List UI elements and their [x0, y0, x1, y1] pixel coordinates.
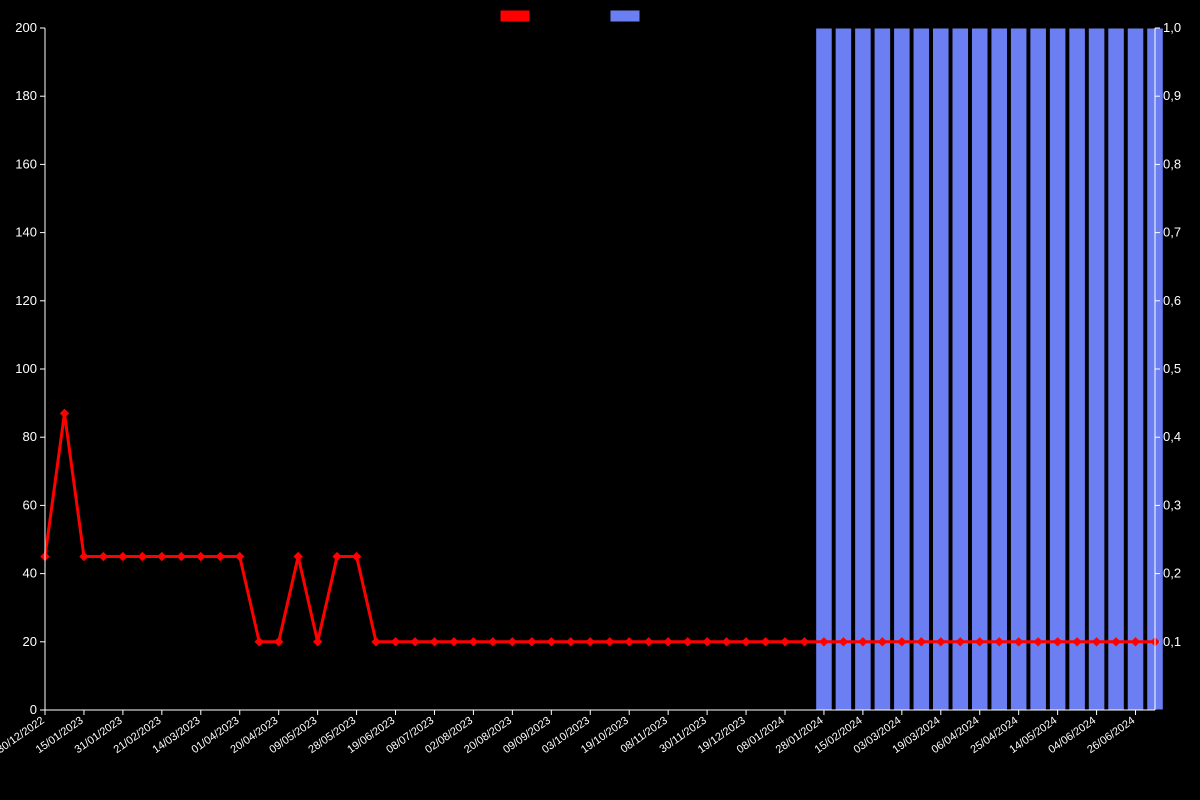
legend-line-swatch: [500, 10, 530, 22]
legend-bar-swatch: [610, 10, 640, 22]
y-right-tick-label: 0,6: [1163, 293, 1181, 308]
bar: [1108, 28, 1125, 710]
y-right-tick-label: 0,7: [1163, 225, 1181, 240]
y-left-tick-label: 60: [23, 497, 37, 512]
y-right-tick-label: 1,0: [1163, 20, 1181, 35]
y-left-tick-label: 160: [15, 156, 37, 171]
bar: [913, 28, 930, 710]
y-left-tick-label: 20: [23, 634, 37, 649]
y-right-tick-label: 0,5: [1163, 361, 1181, 376]
bar: [816, 28, 833, 710]
bar: [835, 28, 852, 710]
bar: [894, 28, 911, 710]
y-left-tick-label: 200: [15, 20, 37, 35]
bar: [933, 28, 950, 710]
bar: [1088, 28, 1105, 710]
y-right-tick-label: 0,4: [1163, 429, 1181, 444]
bar: [1049, 28, 1066, 710]
y-left-tick-label: 120: [15, 293, 37, 308]
y-left-tick-label: 100: [15, 361, 37, 376]
bar: [855, 28, 872, 710]
y-right-tick-label: 0,1: [1163, 634, 1181, 649]
chart-svg: 0 20 40 60 80 100 120 140 160 180 200 0,1 0,2 0,3 0,4 0…: [0, 0, 1200, 800]
y-right-tick-label: 0,3: [1163, 497, 1181, 512]
bar: [952, 28, 969, 710]
y-left-tick-label: 140: [15, 225, 37, 240]
y-right-tick-label: 0,9: [1163, 88, 1181, 103]
y-left-tick-label: 80: [23, 429, 37, 444]
bar: [971, 28, 988, 710]
bar: [1127, 28, 1144, 710]
y-left-tick-label: 180: [15, 88, 37, 103]
bar: [1010, 28, 1027, 710]
bar: [1069, 28, 1086, 710]
y-right-tick-label: 0,8: [1163, 156, 1181, 171]
bar: [1030, 28, 1047, 710]
bar: [991, 28, 1008, 710]
y-left-tick-label: 40: [23, 566, 37, 581]
bar: [874, 28, 891, 710]
y-left-tick-label: 0: [30, 702, 37, 717]
chart-container: 0 20 40 60 80 100 120 140 160 180 200 0,1 0,2 0,3 0,4 0…: [0, 0, 1200, 800]
y-right-tick-label: 0,2: [1163, 566, 1181, 581]
